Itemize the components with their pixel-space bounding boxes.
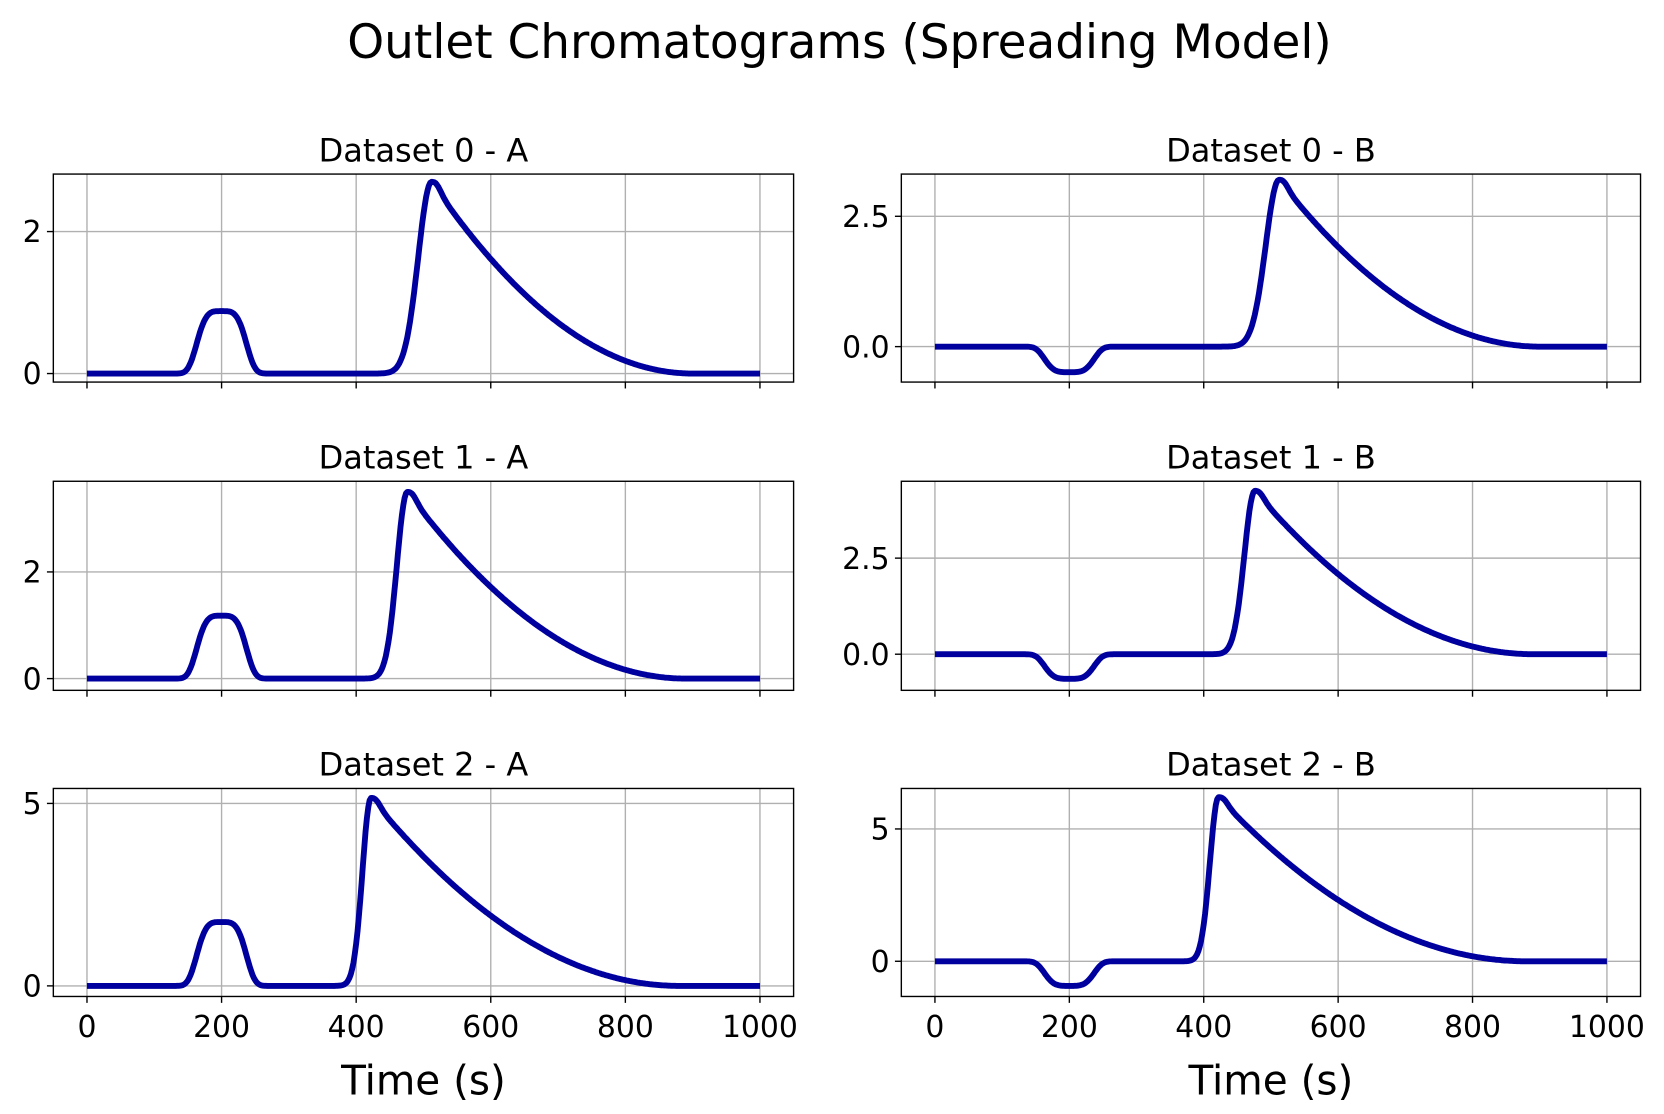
x-tick-label: 200 — [1041, 1010, 1098, 1045]
subplot-dataset-1-b: 0.0 2.5 Dataset 1 - B — [842, 438, 1642, 697]
subplot-title: Dataset 1 - B — [1166, 438, 1376, 476]
axes-frame — [900, 787, 1642, 998]
y-tick-label: 0 — [23, 970, 42, 1005]
x-tick-label: 400 — [1175, 1010, 1232, 1045]
y-tick-label: 2.5 — [842, 200, 890, 235]
x-tick-label: 600 — [462, 1010, 519, 1045]
y-tick-label: 0 — [23, 662, 42, 697]
axes-frame — [52, 787, 795, 998]
axes-frame — [900, 173, 1642, 383]
x-tick-label: 800 — [1444, 1010, 1501, 1045]
x-axis-label: Time (s) — [1188, 1057, 1354, 1105]
x-tick-label: 1000 — [1569, 1010, 1645, 1045]
y-tick-label: 2 — [23, 215, 42, 250]
y-tick-label: 5 — [23, 787, 42, 822]
subplot-title: Dataset 0 - A — [319, 131, 529, 169]
x-tick-label: 800 — [597, 1010, 654, 1045]
subplot-title: Dataset 2 - A — [319, 746, 529, 784]
y-tick-label: 0.0 — [842, 638, 890, 673]
axes-frame — [52, 480, 795, 692]
series-line — [85, 178, 762, 377]
figure-title: Outlet Chromatograms (Spreading Model) — [347, 15, 1331, 70]
subplot-title: Dataset 1 - A — [319, 438, 529, 476]
x-axis-label: Time (s) — [340, 1057, 506, 1105]
series-line — [85, 795, 762, 989]
series-line — [85, 489, 762, 682]
x-tick-label: 600 — [1310, 1010, 1367, 1045]
x-tick-label: 200 — [193, 1010, 250, 1045]
subplot-title: Dataset 2 - B — [1166, 746, 1376, 784]
axes-frame — [52, 173, 795, 383]
x-tick-label: 0 — [925, 1010, 944, 1045]
y-tick-label: 0 — [871, 945, 890, 980]
y-tick-label: 2 — [23, 556, 42, 591]
y-tick-label: 2.5 — [842, 542, 890, 577]
subplot-dataset-2-a: 0 200 400 600 800 1000 0 5 Dataset 2 - A Time (s) — [23, 746, 798, 1105]
x-tick-label: 1000 — [722, 1010, 798, 1045]
x-tick-label: 400 — [328, 1010, 385, 1045]
y-tick-label: 0 — [23, 357, 42, 392]
series-line — [933, 487, 1609, 682]
axes-frame — [900, 480, 1642, 692]
y-tick-label: 5 — [871, 813, 890, 848]
subplot-dataset-1-a: 0 2 Dataset 1 - A — [23, 438, 795, 697]
y-tick-label: 0.0 — [842, 330, 890, 365]
series-line — [933, 794, 1609, 989]
subplot-dataset-0-a: 0 2 Dataset 0 - A — [23, 131, 795, 392]
series-line — [933, 176, 1609, 376]
subplot-title: Dataset 0 - B — [1166, 131, 1376, 169]
subplot-dataset-0-b: 0.0 2.5 Dataset 0 - B — [842, 131, 1642, 389]
x-tick-label: 0 — [77, 1010, 96, 1045]
subplot-dataset-2-b: 0 200 400 600 800 1000 0 5 Dataset 2 - B Time (s) — [871, 746, 1645, 1105]
